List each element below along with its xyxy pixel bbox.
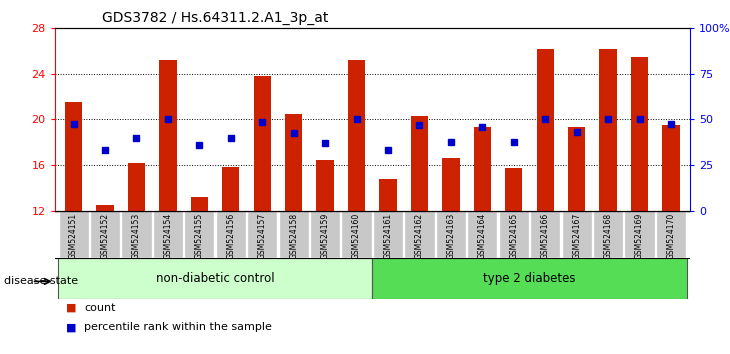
Text: GSM524154: GSM524154: [164, 213, 172, 259]
Bar: [537, 49, 554, 211]
Bar: [436, 211, 466, 258]
Bar: [65, 102, 82, 211]
Text: GSM524159: GSM524159: [320, 213, 330, 259]
Bar: [442, 158, 460, 211]
Bar: [373, 211, 403, 258]
Bar: [247, 211, 277, 258]
Text: GSM524157: GSM524157: [258, 213, 266, 259]
Bar: [599, 49, 617, 211]
Text: type 2 diabetes: type 2 diabetes: [483, 272, 576, 285]
Bar: [474, 127, 491, 211]
Bar: [153, 211, 183, 258]
Bar: [317, 160, 334, 211]
Text: GSM524152: GSM524152: [101, 213, 110, 259]
Bar: [411, 116, 428, 211]
Bar: [593, 211, 623, 258]
Text: GSM524169: GSM524169: [635, 213, 644, 259]
Bar: [372, 258, 687, 299]
Bar: [380, 179, 396, 211]
Bar: [467, 211, 497, 258]
Bar: [499, 211, 529, 258]
Text: ■: ■: [66, 322, 76, 332]
Bar: [279, 211, 309, 258]
Bar: [121, 211, 152, 258]
Text: ■: ■: [66, 303, 76, 313]
Bar: [656, 211, 686, 258]
Bar: [342, 211, 372, 258]
Text: GDS3782 / Hs.64311.2.A1_3p_at: GDS3782 / Hs.64311.2.A1_3p_at: [102, 11, 328, 25]
Bar: [58, 258, 372, 299]
Bar: [90, 211, 120, 258]
Bar: [159, 60, 177, 211]
Text: GSM524151: GSM524151: [69, 213, 78, 259]
Bar: [285, 114, 302, 211]
Bar: [184, 211, 215, 258]
Text: GSM524161: GSM524161: [383, 213, 393, 259]
Bar: [310, 211, 340, 258]
Text: GSM524165: GSM524165: [510, 213, 518, 259]
Bar: [568, 127, 585, 211]
Bar: [96, 205, 114, 211]
Text: GSM524160: GSM524160: [352, 213, 361, 259]
Text: GSM524167: GSM524167: [572, 213, 581, 259]
Text: percentile rank within the sample: percentile rank within the sample: [84, 322, 272, 332]
Bar: [404, 211, 434, 258]
Bar: [222, 167, 239, 211]
Bar: [561, 211, 592, 258]
Text: GSM524155: GSM524155: [195, 213, 204, 259]
Bar: [631, 57, 648, 211]
Bar: [624, 211, 655, 258]
Bar: [191, 197, 208, 211]
Text: GSM524156: GSM524156: [226, 213, 235, 259]
Text: GSM524164: GSM524164: [478, 213, 487, 259]
Bar: [662, 125, 680, 211]
Bar: [128, 163, 145, 211]
Text: GSM524168: GSM524168: [604, 213, 612, 259]
Text: GSM524166: GSM524166: [541, 213, 550, 259]
Bar: [530, 211, 561, 258]
Bar: [216, 211, 246, 258]
Text: GSM524163: GSM524163: [447, 213, 456, 259]
Bar: [505, 169, 523, 211]
Text: count: count: [84, 303, 115, 313]
Text: GSM524153: GSM524153: [132, 213, 141, 259]
Bar: [253, 76, 271, 211]
Text: non-diabetic control: non-diabetic control: [155, 272, 274, 285]
Text: GSM524170: GSM524170: [666, 213, 675, 259]
Text: GSM524162: GSM524162: [415, 213, 424, 259]
Text: GSM524158: GSM524158: [289, 213, 298, 259]
Bar: [58, 211, 89, 258]
Bar: [348, 60, 365, 211]
Text: disease state: disease state: [4, 276, 78, 286]
